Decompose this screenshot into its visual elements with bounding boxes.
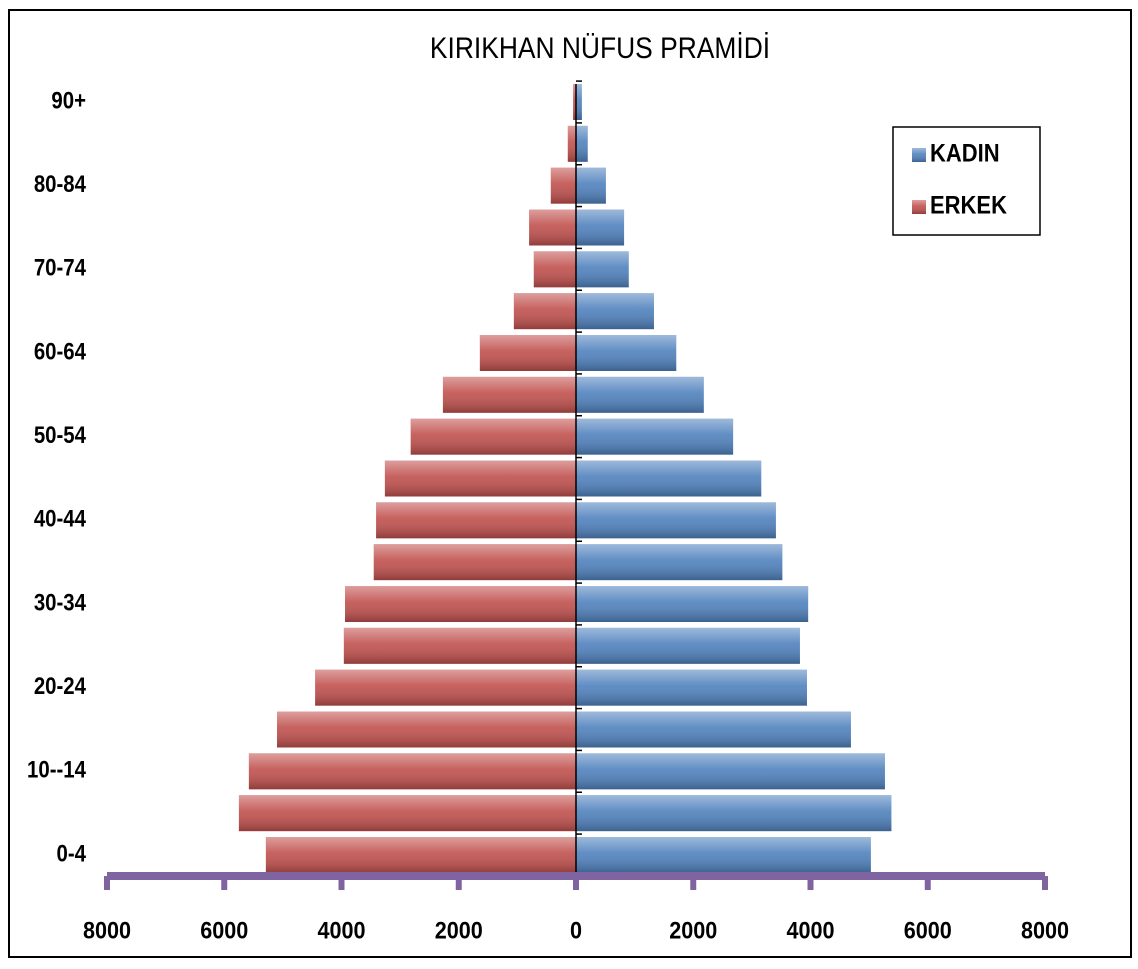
bar-highlight	[576, 293, 654, 330]
bar-highlight	[576, 418, 734, 455]
bar-highlight	[576, 711, 851, 748]
legend-swatch-shine	[912, 148, 926, 162]
y-tick-label: 60-64	[34, 338, 87, 365]
bar-highlight	[265, 837, 576, 873]
bar-highlight	[576, 837, 871, 873]
bar-highlight	[576, 502, 776, 539]
x-tick-label: 4000	[786, 916, 834, 943]
bar-highlight	[315, 669, 576, 706]
bar-highlight	[533, 251, 576, 288]
bar-highlight	[238, 795, 576, 832]
bar-highlight	[529, 209, 576, 246]
bar-highlight	[576, 209, 625, 246]
y-tick-label: 40-44	[34, 505, 87, 532]
bar-highlight	[384, 460, 576, 497]
x-tick-label: 2000	[669, 916, 717, 943]
bar-highlight	[576, 84, 582, 120]
y-tick-label: 70-74	[34, 254, 87, 281]
x-tick-label: 8000	[83, 916, 131, 943]
bar-highlight	[576, 544, 783, 581]
y-tick-label: 10--14	[27, 756, 87, 783]
bar-highlight	[576, 460, 762, 497]
bar-highlight	[567, 125, 576, 162]
bar-highlight	[576, 251, 629, 288]
legend-box	[892, 126, 1041, 236]
x-tick-label: 4000	[317, 916, 365, 943]
bar-highlight	[410, 418, 576, 455]
bar-highlight	[576, 586, 809, 622]
x-tick-label: 6000	[904, 916, 952, 943]
legend-swatch-shine	[912, 200, 926, 214]
x-tick-label: 2000	[435, 916, 483, 943]
x-tick-label: 0	[570, 916, 582, 943]
y-tick-label: 80-84	[34, 170, 87, 197]
bar-highlight	[576, 669, 807, 706]
bar-highlight	[576, 627, 800, 664]
bar-highlight	[576, 795, 892, 832]
bar-highlight	[576, 753, 885, 790]
x-tick-label: 6000	[200, 916, 248, 943]
x-tick-label: 8000	[1021, 916, 1069, 943]
bar-highlight	[345, 586, 576, 622]
y-tick-label: 50-54	[34, 421, 87, 448]
legend-label: KADIN	[930, 139, 1000, 167]
bar-highlight	[573, 84, 576, 120]
legend-label: ERKEK	[930, 191, 1007, 219]
bar-highlight	[479, 335, 576, 371]
y-tick-label: 90+	[51, 87, 86, 114]
bar-highlight	[576, 376, 704, 413]
y-tick-label: 0-4	[57, 840, 87, 867]
bar-highlight	[576, 125, 588, 162]
bar-highlight	[550, 167, 576, 204]
chart-title: KIRIKHAN NÜFUS PRAMİDİ	[430, 30, 770, 64]
bar-highlight	[576, 335, 677, 371]
bar-highlight	[513, 293, 576, 330]
y-tick-label: 30-34	[34, 589, 87, 616]
bar-highlight	[373, 544, 576, 581]
bar-highlight	[576, 167, 606, 204]
bar-highlight	[442, 376, 576, 413]
bar-highlight	[248, 753, 576, 790]
bar-highlight	[277, 711, 576, 748]
bar-highlight	[376, 502, 576, 539]
y-tick-label: 20-24	[34, 672, 87, 699]
bar-highlight	[343, 627, 576, 664]
